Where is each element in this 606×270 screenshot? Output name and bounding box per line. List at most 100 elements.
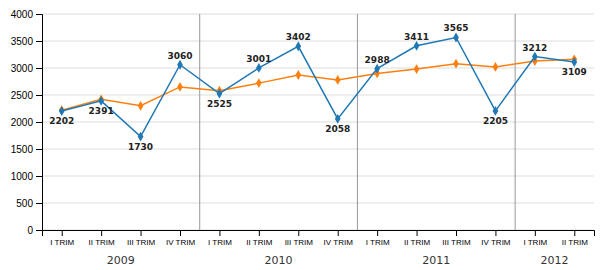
- y-axis: 0 500 1000 1500 2000 2500 3000 3500 4000: [11, 9, 43, 236]
- marker: [59, 105, 65, 115]
- tick-mark: [36, 68, 42, 69]
- marker: [374, 64, 380, 74]
- tick-label: 3500: [11, 36, 34, 47]
- tick-label: III TRIM: [285, 238, 314, 247]
- marker: [177, 60, 183, 70]
- marker: [138, 132, 144, 142]
- grid-line: [42, 14, 594, 15]
- tick-mark: [36, 230, 42, 231]
- data-label: 2988: [365, 55, 390, 65]
- tick-mark: [298, 230, 299, 236]
- tick-label: IV TRIM: [481, 238, 511, 247]
- tick-label: 3000: [11, 63, 34, 74]
- annotation: 2011: [422, 254, 450, 267]
- chart: 0 500 1000 1500 2000 2500 3000 3500 4000 I TRIM II…: [0, 0, 606, 270]
- marker: [217, 89, 223, 99]
- tick-mark: [36, 149, 42, 150]
- tick-label: I TRIM: [366, 238, 390, 247]
- tick-mark: [36, 41, 42, 42]
- tick-mark: [338, 230, 339, 236]
- tick-label: I TRIM: [208, 238, 232, 247]
- tick: I TRIM: [50, 230, 74, 247]
- tick-mark: [101, 230, 102, 236]
- tick: I TRIM: [523, 230, 547, 247]
- tick-label: 2000: [11, 117, 34, 128]
- annotation: 2009: [107, 254, 135, 267]
- tick-label: IV TRIM: [166, 238, 196, 247]
- data-label: 3402: [286, 32, 311, 42]
- grid-line: [42, 68, 594, 69]
- separator: [515, 14, 516, 230]
- tick-mark: [456, 230, 457, 236]
- tick: IV TRIM: [324, 230, 354, 247]
- data-label: 2525: [207, 99, 232, 109]
- tick: 4000: [11, 9, 42, 20]
- data-labels: 2202239117303060252530013402205829883411…: [49, 23, 587, 151]
- data-label: 3565: [443, 23, 468, 33]
- tick: II TRIM: [89, 230, 115, 247]
- tick-mark: [180, 230, 181, 236]
- tick-mark: [495, 230, 496, 236]
- marker: [335, 75, 341, 85]
- grid-line: [42, 176, 594, 177]
- marker: [295, 70, 301, 80]
- tick-mark: [535, 230, 536, 236]
- annotation: 2012: [541, 254, 569, 267]
- tick-label: II TRIM: [89, 238, 115, 247]
- marker: [335, 114, 341, 124]
- tick: III TRIM: [285, 230, 314, 247]
- grid-line: [42, 41, 594, 42]
- tick-label: III TRIM: [127, 238, 156, 247]
- marks: [59, 33, 577, 142]
- x-axis: I TRIM II TRIM III TRIM IV TRIM I TRIM II TRI…: [43, 230, 595, 247]
- tick-mark: [36, 14, 42, 15]
- tick-label: 0: [27, 225, 33, 236]
- separators: [200, 14, 515, 230]
- tick: 0: [27, 225, 42, 236]
- grid-line: [42, 203, 594, 204]
- marker: [256, 63, 262, 73]
- grid: [42, 14, 594, 230]
- data-label: 2202: [49, 116, 74, 126]
- marker: [59, 106, 65, 116]
- annotation: 2010: [265, 254, 293, 267]
- tick: III TRIM: [442, 230, 471, 247]
- tick-mark: [574, 230, 575, 236]
- data-label: 3212: [522, 43, 547, 53]
- tick: II TRIM: [246, 230, 272, 247]
- tick-label: IV TRIM: [324, 238, 354, 247]
- tick: IV TRIM: [166, 230, 196, 247]
- tick: 1500: [11, 144, 42, 155]
- tick-label: 1500: [11, 144, 34, 155]
- tick-mark: [141, 230, 142, 236]
- marker: [414, 41, 420, 51]
- marker: [493, 62, 499, 72]
- data-label: 3109: [562, 67, 587, 77]
- tick: II TRIM: [404, 230, 430, 247]
- marker: [295, 41, 301, 51]
- tick: III TRIM: [127, 230, 156, 247]
- axis-line: [43, 231, 595, 237]
- tick-mark: [417, 230, 418, 236]
- axis-line: [36, 15, 43, 231]
- line: [62, 37, 575, 136]
- tick-label: 500: [16, 198, 33, 209]
- tick-mark: [36, 203, 42, 204]
- plot: 0 500 1000 1500 2000 2500 3000 3500 4000 I TRIM II…: [11, 9, 595, 247]
- marker: [493, 106, 499, 116]
- tick: I TRIM: [366, 230, 390, 247]
- tick-label: 1000: [11, 171, 34, 182]
- tick: I TRIM: [208, 230, 232, 247]
- grid-line: [42, 149, 594, 150]
- tick: 3500: [11, 36, 42, 47]
- line: [62, 59, 575, 110]
- tick-label: II TRIM: [404, 238, 430, 247]
- tick: 3000: [11, 63, 42, 74]
- grid-line: [42, 95, 594, 96]
- tick: 1000: [11, 171, 42, 182]
- tick-label: 4000: [11, 9, 34, 20]
- marker: [453, 33, 459, 43]
- tick-label: I TRIM: [50, 238, 74, 247]
- tick: 2500: [11, 90, 42, 101]
- marker: [571, 57, 577, 67]
